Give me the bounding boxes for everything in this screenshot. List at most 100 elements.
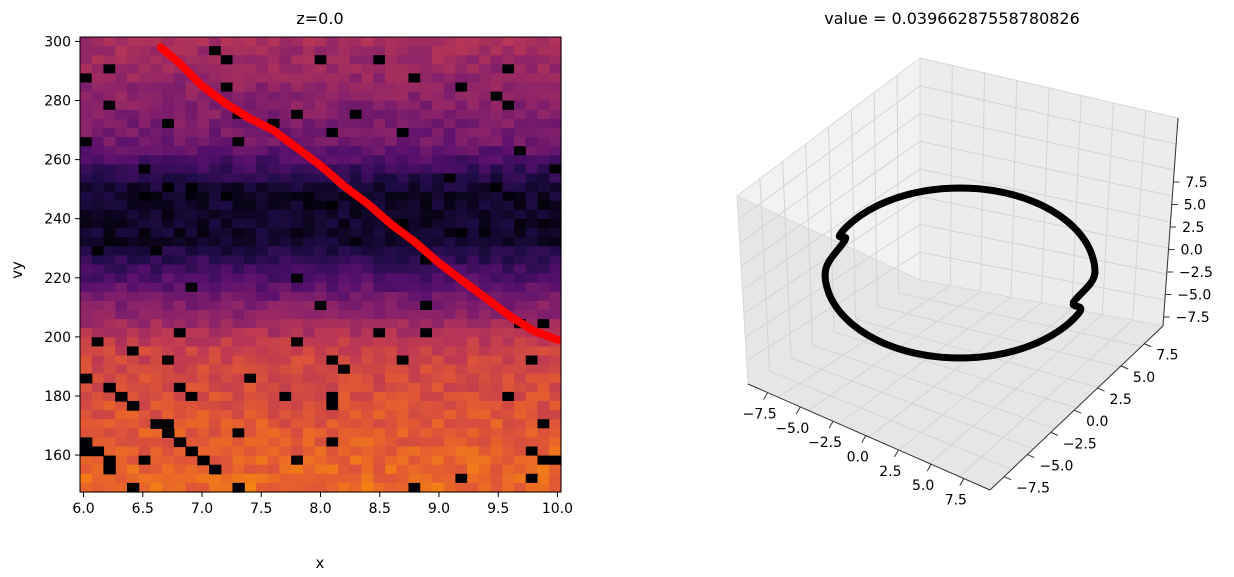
heatmap-cell [232,273,245,284]
heatmap-cell [185,291,198,302]
heatmap-cell [373,64,386,74]
heatmap-cell [302,291,316,302]
heatmap-cell [478,382,492,393]
heatmap-cell [162,37,175,47]
heatmap-cell [173,391,187,402]
heatmap-cell [80,473,93,484]
heatmap-cell [314,228,327,238]
heatmap-cell [279,182,292,193]
heatmap-cell [185,346,198,357]
heatmap-cell [490,37,503,47]
heatmap-cell [150,182,163,193]
heatmap-cell [408,410,421,420]
heatmap-cell [209,428,222,438]
heatmap-cell [232,346,245,357]
heatmap-cell [138,346,151,357]
heatmap-cell [103,82,116,93]
heatmap-cell [373,464,386,475]
heatmap-cell [162,191,175,202]
heatmap-cell [150,428,163,438]
heatmap-cell [549,373,562,384]
heatmap-cell [502,128,515,138]
heatmap-cell [373,337,386,347]
heatmap-cell [115,428,128,438]
heatmap-cell [209,255,222,266]
heatmap-cell [197,219,210,229]
heatmap-cell [244,173,257,184]
heatmap-cell [537,155,550,165]
heatmap-cell [220,401,234,411]
heatmap-cell [185,410,198,420]
heatmap-cell [443,37,457,47]
heatmap-cell [232,237,245,247]
heatmap-cell [514,310,527,320]
heatmap-cell [232,182,245,193]
heatmap-cell [455,137,468,147]
heatmap-cell [115,91,128,102]
heatmap-cell [255,64,269,74]
heatmap-cell [197,401,210,411]
heatmap-cell [525,219,539,229]
heatmap-cell [244,246,257,256]
heatmap-cell [490,155,503,165]
heatmap-cell [162,82,175,93]
heatmap-cell [349,319,363,329]
heatmap-cell [279,100,292,111]
heatmap-cell [80,410,93,420]
heatmap-cell [115,191,128,202]
x-tick-label: −7.5 [743,407,777,423]
heatmap-cell [103,155,116,165]
heatmap-cell [549,410,562,420]
heatmap-cell [455,155,468,165]
heatmap-cell [91,109,105,120]
heatmap-cell [525,209,539,220]
heatmap-cell [91,128,105,138]
heatmap-cell [209,109,222,120]
heatmap-cell [514,391,527,402]
heatmap-cell [302,255,316,266]
heatmap-cell [267,446,281,457]
heatmap-cell [396,455,410,466]
heatmap-cell [126,328,140,338]
heatmap-cell [150,282,163,293]
gridline [873,92,878,307]
heatmap-cell [185,310,198,320]
heatmap-cell [173,255,187,266]
heatmap-cell [326,146,339,156]
heatmap-cell [138,328,151,338]
heatmap-cell [291,100,304,111]
heatmap-cell [185,109,198,120]
heatmap-cell [91,182,105,193]
heatmap-cell [420,82,433,93]
heatmap-cell [396,319,410,329]
heatmap-cell [443,464,457,475]
heatmap-cell [349,382,363,393]
heatmap-cell [126,446,140,457]
heatmap-cell [537,464,550,475]
heatmap-cell [385,109,398,120]
heatmap-cell [103,164,116,175]
heatmap-cell [291,82,304,93]
heatmap-cell [255,282,269,293]
heatmap-cell [514,128,527,138]
heatmap-cell [408,219,421,229]
heatmap-cell [232,364,245,375]
heatmap-cell [549,319,562,329]
heatmap-cell [138,209,151,220]
heatmap-cell [314,118,327,129]
heatmap-cell [373,73,386,84]
heatmap-cell [220,337,234,347]
heatmap-cell [126,282,140,293]
heatmap-cell [478,273,492,284]
heatmap-cell [197,137,210,147]
heatmap-cell [209,155,222,165]
heatmap-cell [302,310,316,320]
heatmap-cell [115,182,128,193]
heatmap-cell [385,482,398,493]
heatmap-cell [525,64,539,74]
heatmap-cell [162,173,175,184]
heatmap-cell [80,228,93,238]
heatmap-cell [349,401,363,411]
heatmap-cell [173,137,187,147]
heatmap-cell [91,100,105,111]
